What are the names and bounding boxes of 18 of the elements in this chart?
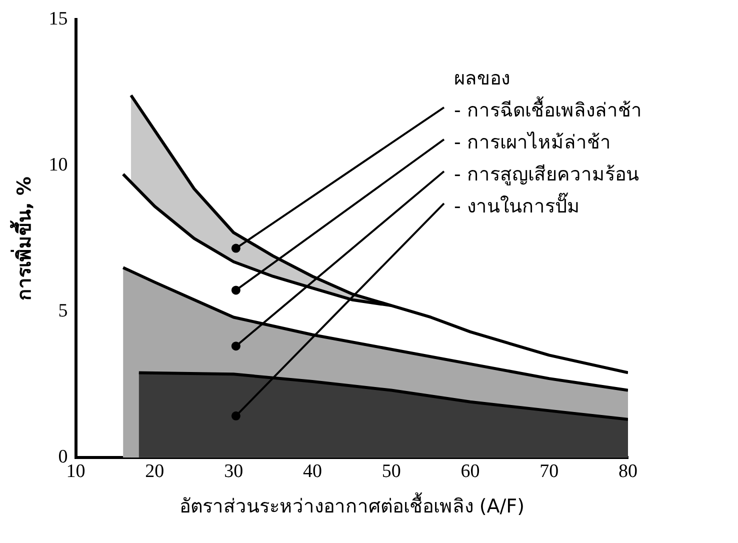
text: - การฉีดเชื้อเพลิงล่าช้า — [454, 96, 642, 122]
text: - การเผาไหม้ล่าช้า — [454, 131, 611, 154]
text: - งานในการปั๊ม — [454, 192, 580, 218]
legend-title: ผลของ — [454, 67, 510, 90]
y-tick-label: 5 — [58, 300, 68, 322]
y-tick-label: 10 — [48, 154, 68, 176]
text: - การสูญเสียความร้อน — [454, 163, 639, 186]
x-tick-label: 50 — [382, 460, 401, 482]
x-tick-label: 80 — [618, 460, 638, 482]
x-tick-label: 20 — [145, 460, 164, 482]
y-axis-title: การเพิ่มขึ้น, % — [9, 176, 36, 300]
y-tick-label: 0 — [58, 446, 68, 468]
x-tick-label: 60 — [460, 460, 480, 482]
y-tick-label: 15 — [48, 8, 68, 30]
x-tick-label: 40 — [302, 460, 322, 482]
x-axis-title: อัตราส่วนระหว่างอากาศต่อเชื้อเพลิง (A/F) — [179, 492, 524, 518]
x-tick-label: 30 — [224, 460, 244, 482]
x-tick-label: 70 — [540, 460, 559, 482]
